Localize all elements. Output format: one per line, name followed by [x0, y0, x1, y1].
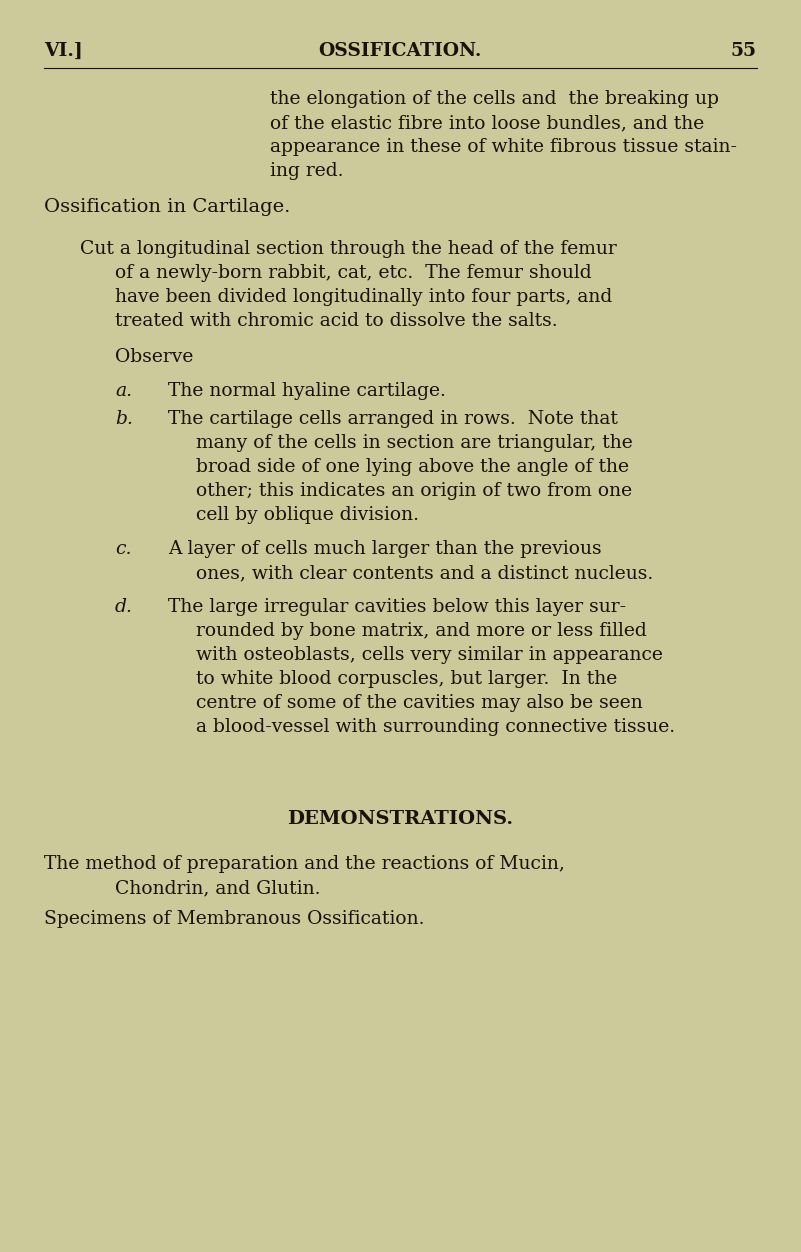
Text: the elongation of the cells and  the breaking up: the elongation of the cells and the brea… [270, 90, 719, 108]
Text: to white blood corpuscles, but larger.  In the: to white blood corpuscles, but larger. I… [196, 670, 618, 689]
Text: The method of preparation and the reactions of Mucin,: The method of preparation and the reacti… [44, 855, 565, 873]
Text: broad side of one lying above the angle of the: broad side of one lying above the angle … [196, 458, 629, 476]
Text: OSSIFICATION.: OSSIFICATION. [318, 43, 481, 60]
Text: DEMONSTRATIONS.: DEMONSTRATIONS. [287, 810, 513, 828]
Text: Cut a longitudinal section through the head of the femur: Cut a longitudinal section through the h… [80, 240, 617, 258]
Text: VI.]: VI.] [44, 43, 83, 60]
Text: ing red.: ing red. [270, 162, 344, 180]
Text: Chondrin, and Glutin.: Chondrin, and Glutin. [115, 879, 320, 896]
Text: The cartilage cells arranged in rows.  Note that: The cartilage cells arranged in rows. No… [168, 409, 618, 428]
Text: treated with chromic acid to dissolve the salts.: treated with chromic acid to dissolve th… [115, 312, 557, 331]
Text: d.: d. [115, 598, 133, 616]
Text: b.: b. [115, 409, 133, 428]
Text: a blood-vessel with surrounding connective tissue.: a blood-vessel with surrounding connecti… [196, 717, 675, 736]
Text: c.: c. [115, 540, 131, 558]
Text: Ossification in Cartilage.: Ossification in Cartilage. [44, 198, 291, 217]
Text: with osteoblasts, cells very similar in appearance: with osteoblasts, cells very similar in … [196, 646, 663, 664]
Text: of the elastic fibre into loose bundles, and the: of the elastic fibre into loose bundles,… [270, 114, 704, 131]
Text: rounded by bone matrix, and more or less filled: rounded by bone matrix, and more or less… [196, 622, 646, 640]
Text: have been divided longitudinally into four parts, and: have been divided longitudinally into fo… [115, 288, 612, 305]
Text: a.: a. [115, 382, 132, 399]
Text: other; this indicates an origin of two from one: other; this indicates an origin of two f… [196, 482, 632, 500]
Text: appearance in these of white fibrous tissue stain-: appearance in these of white fibrous tis… [270, 138, 737, 156]
Text: The large irregular cavities below this layer sur-: The large irregular cavities below this … [168, 598, 626, 616]
Text: ones, with clear contents and a distinct nucleus.: ones, with clear contents and a distinct… [196, 563, 654, 582]
Text: Observe: Observe [115, 348, 193, 366]
Text: A layer of cells much larger than the previous: A layer of cells much larger than the pr… [168, 540, 602, 558]
Text: 55: 55 [731, 43, 757, 60]
Text: centre of some of the cavities may also be seen: centre of some of the cavities may also … [196, 694, 642, 712]
Text: of a newly-born rabbit, cat, etc.  The femur should: of a newly-born rabbit, cat, etc. The fe… [115, 264, 592, 282]
Text: many of the cells in section are triangular, the: many of the cells in section are triangu… [196, 434, 633, 452]
Text: cell by oblique division.: cell by oblique division. [196, 506, 419, 525]
Text: The normal hyaline cartilage.: The normal hyaline cartilage. [168, 382, 446, 399]
Text: Specimens of Membranous Ossification.: Specimens of Membranous Ossification. [44, 910, 425, 928]
